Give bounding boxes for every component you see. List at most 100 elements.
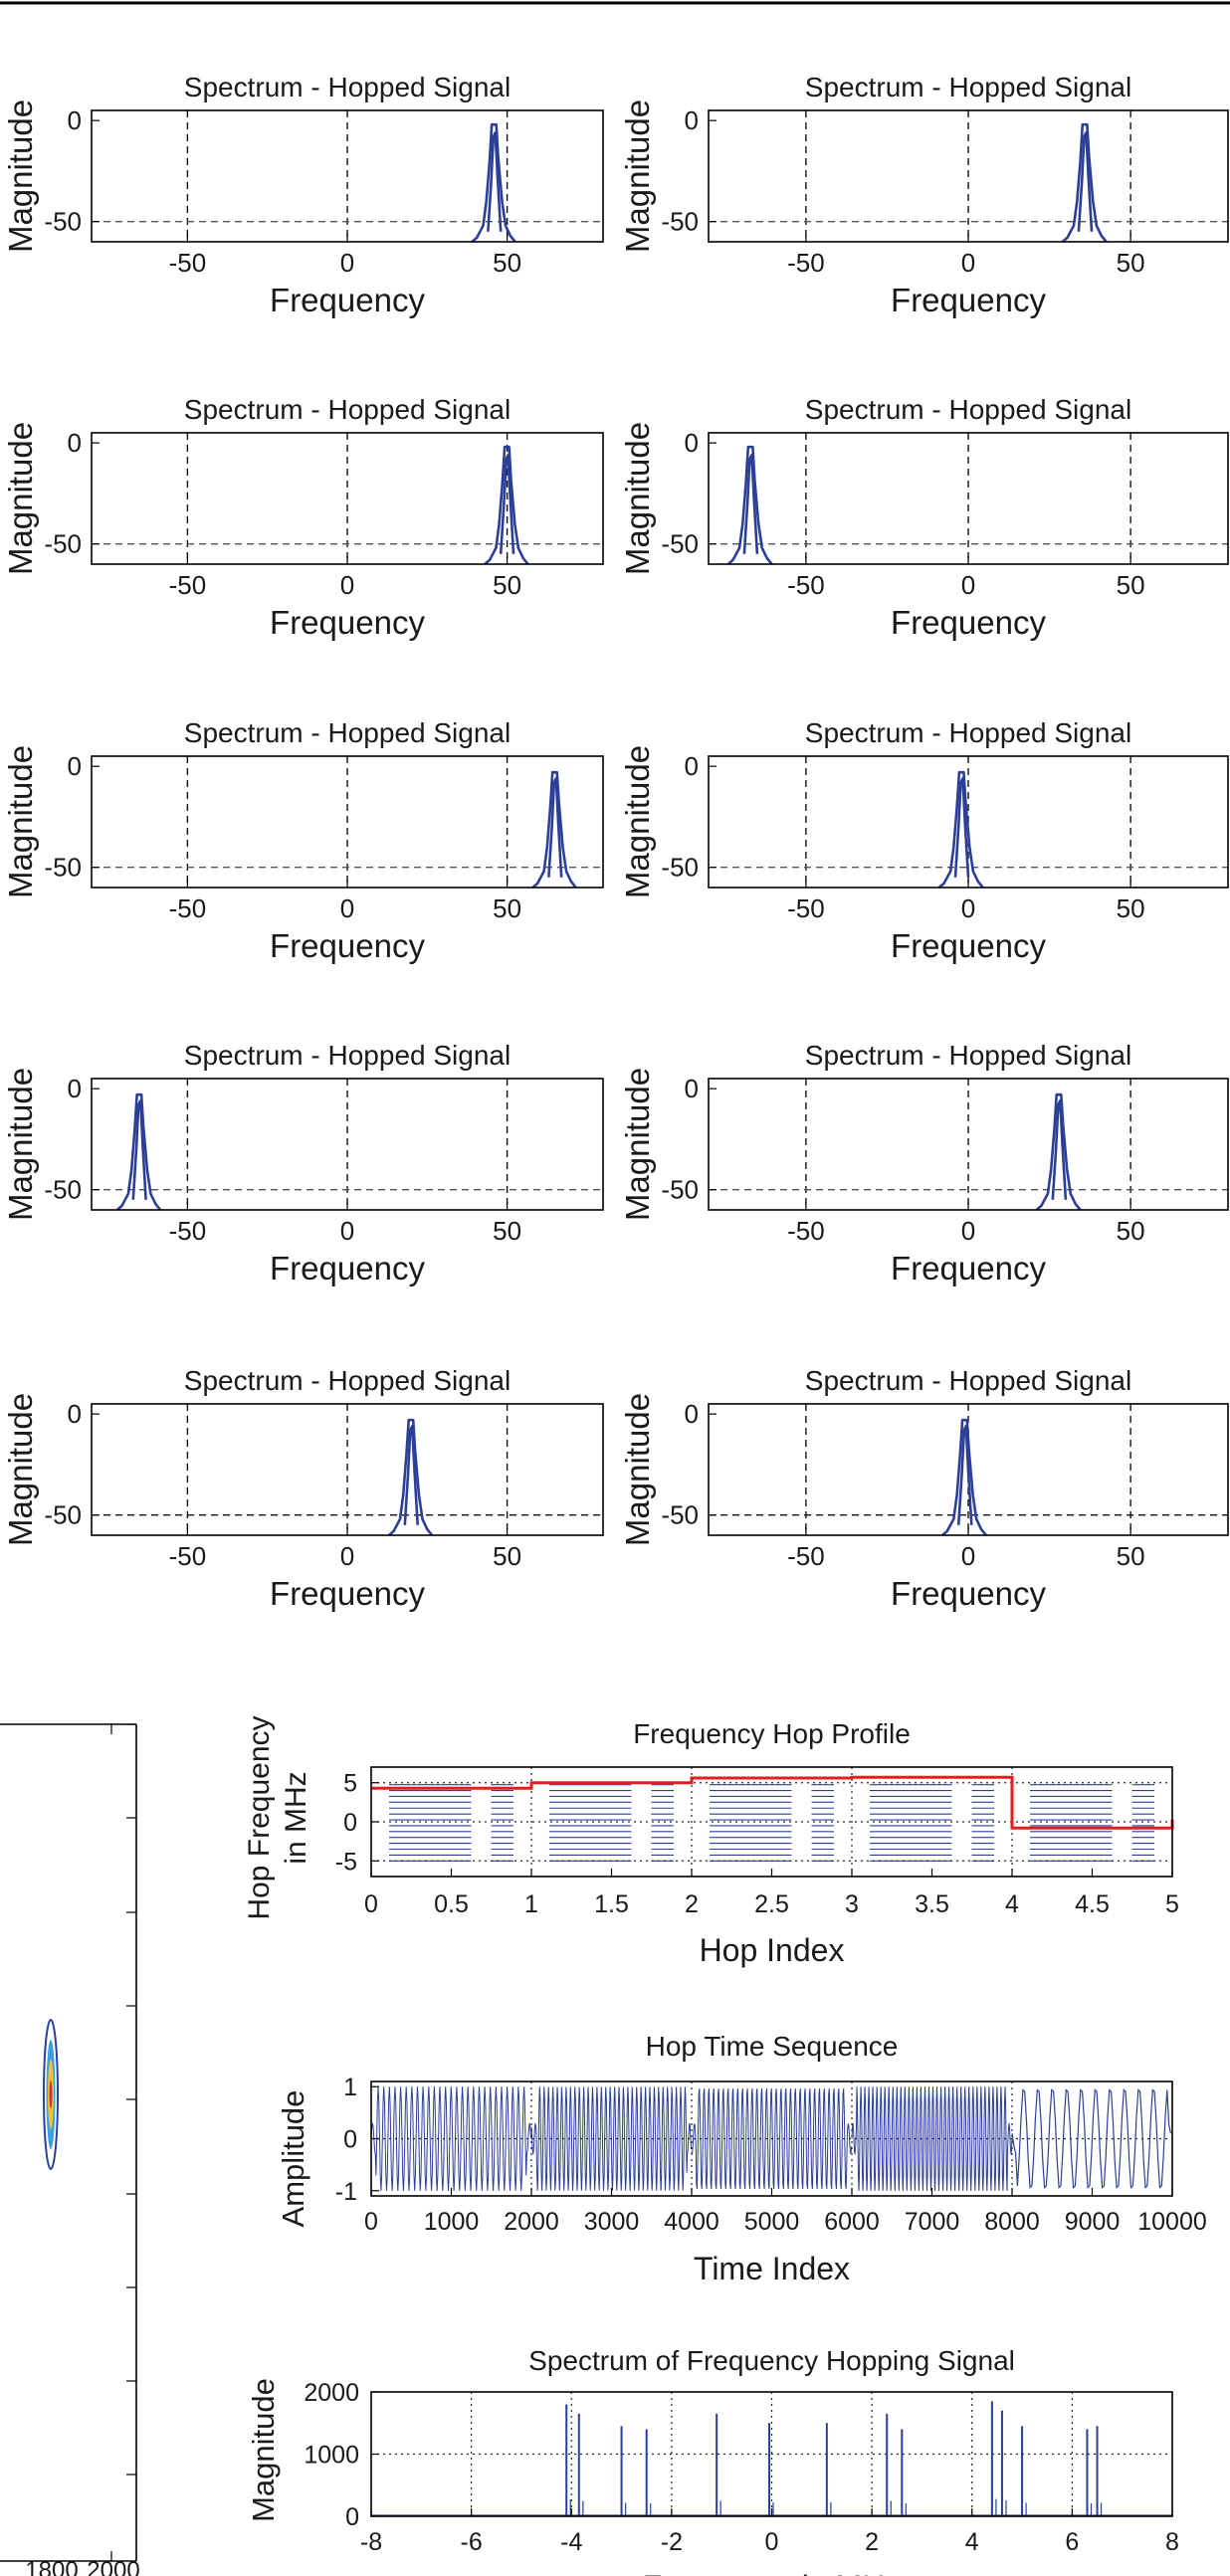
x-tick-label: -50 (787, 570, 825, 600)
y-tick-label: -50 (44, 529, 82, 559)
y-tick-label: 0 (68, 751, 82, 781)
y-axis-label: Magnitude (246, 2378, 281, 2522)
y-tick-label: -50 (44, 1500, 82, 1530)
x-tick-label: 0 (961, 893, 975, 923)
x-axis-label: Frequency (270, 282, 425, 318)
x-axis-label: Hop Index (700, 1932, 845, 1968)
spectrum-series-line (131, 1099, 147, 1200)
chart-title: Frequency Hop Profile (633, 1718, 911, 1749)
x-tick-label: 50 (1117, 893, 1145, 923)
spectrum-series-line (487, 131, 503, 232)
x-tick-label: 3000 (584, 2208, 640, 2236)
x-tick-label: 10000 (1137, 2208, 1207, 2236)
y-axis-label: Magnitude (619, 1393, 656, 1546)
x-tick-label: 1000 (424, 2208, 480, 2236)
spectrum-panel-5: 0 -50 -50 0 50 Spectrum - Hopped Signal Freque… (2, 717, 604, 964)
x-tick-label: 1800 (25, 2557, 78, 2576)
y-tick-label: -50 (44, 1175, 82, 1205)
time-signal-segment (530, 2086, 692, 2191)
contour-core (49, 2081, 53, 2108)
x-tick-label: 1 (524, 1890, 538, 1918)
y-tick-label: 0 (68, 105, 82, 135)
y-tick-label: 0 (68, 428, 82, 458)
chart-title: Hop Time Sequence (646, 2031, 899, 2062)
spectrum-panel-9: 0 -50 -50 0 50 Spectrum - Hopped Signal Freque… (2, 1365, 604, 1612)
chart-title: Spectrum - Hopped Signal (805, 1365, 1131, 1396)
time-signal-segment (691, 2087, 853, 2190)
x-tick-label: 3.5 (915, 1890, 949, 1918)
y-tick-label: 0 (685, 1399, 699, 1429)
y-axis-label: Magnitude (2, 1393, 39, 1546)
hop-time-sequence-plot: 10-10 1000 2000 3000 4000 5000 6000 7000 8000 900… (276, 2031, 1207, 2286)
x-axis-label: Frequency (270, 1575, 425, 1612)
y-tick-label: -50 (44, 853, 82, 883)
x-tick-label: 0 (961, 1541, 975, 1571)
spectrum-series-line (1061, 122, 1108, 243)
x-tick-label: -50 (169, 570, 207, 600)
spectrum-series-line (742, 453, 759, 554)
x-tick-label: 6 (1065, 2528, 1079, 2556)
spectrum-panel-2: 0 -50 -50 0 50 Spectrum - Hopped Signal Freque… (619, 72, 1229, 318)
x-tick-label: -50 (169, 1216, 207, 1246)
y-tick-label: 0 (68, 1399, 82, 1429)
spectrum-series-line (953, 776, 970, 878)
x-tick-label: 50 (1117, 248, 1145, 278)
chart-title: Spectrum - Hopped Signal (184, 72, 511, 102)
time-signal-segment (851, 2086, 1013, 2191)
chart-title: Spectrum - Hopped Signal (184, 1040, 511, 1071)
x-tick-label: 50 (493, 1541, 521, 1571)
x-tick-label: 4000 (664, 2208, 719, 2236)
x-tick-label: 0 (961, 248, 975, 278)
y-tick-label: 0 (343, 2126, 357, 2154)
x-tick-label: 50 (1117, 1541, 1145, 1571)
chart-title: Spectrum - Hopped Signal (805, 717, 1131, 748)
x-tick-label: -4 (560, 2528, 582, 2556)
y-axis-label: Magnitude (2, 745, 39, 898)
x-axis-label: Frequency (891, 604, 1046, 641)
y-tick-label: 0 (685, 428, 699, 458)
x-tick-label: 5 (1165, 1890, 1179, 1918)
x-tick-label: -6 (461, 2528, 483, 2556)
spectrum-series-line (387, 1418, 434, 1536)
x-tick-label: 2 (865, 2528, 879, 2556)
x-tick-label: -8 (360, 2528, 382, 2556)
spectrum-series-line (531, 770, 577, 889)
y-axis-label: in MHz (280, 1771, 312, 1864)
x-tick-label: -50 (169, 893, 207, 923)
x-tick-label: -50 (169, 248, 207, 278)
x-tick-label: 50 (1117, 570, 1145, 600)
x-tick-label: -50 (787, 1541, 825, 1571)
x-tick-label: 0 (340, 570, 354, 600)
y-tick-label: -50 (661, 529, 699, 559)
x-tick-label: 0 (765, 2528, 779, 2556)
y-tick-label: -50 (661, 1500, 699, 1530)
spectrum-series-line (726, 445, 773, 565)
chart-title: Spectrum - Hopped Signal (805, 394, 1131, 425)
y-axis-label: Magnitude (619, 99, 656, 253)
y-tick-label: 5 (343, 1770, 357, 1798)
x-tick-label: 2000 (87, 2557, 139, 2576)
x-tick-label: 2000 (504, 2208, 559, 2236)
x-axis-label: Frequency (891, 927, 1046, 964)
x-axis-label: Time Index (694, 2251, 850, 2286)
y-tick-label: 0 (345, 2503, 359, 2531)
chart-title: Spectrum - Hopped Signal (805, 72, 1131, 102)
spectrum-series-line (115, 1092, 162, 1211)
x-tick-label: 0 (364, 2208, 378, 2236)
chart-title: Spectrum - Hopped Signal (184, 1365, 511, 1396)
spectrum-panel-6: 0 -50 -50 0 50 Spectrum - Hopped Signal Freque… (619, 717, 1229, 964)
x-tick-label: 50 (493, 248, 521, 278)
y-axis-label: Hop Frequency (243, 1715, 276, 1919)
y-tick-label: 0 (343, 1809, 357, 1837)
spectrum-series-line (547, 776, 563, 878)
y-tick-label: -5 (335, 1848, 357, 1876)
x-tick-label: 2 (685, 1890, 699, 1918)
y-axis-label: Amplitude (276, 2090, 310, 2228)
x-tick-label: 0 (364, 1890, 378, 1918)
time-signal-segment (370, 2086, 532, 2191)
chart-title: Spectrum of Frequency Hopping Signal (528, 2345, 1015, 2376)
spectrum-series-line (941, 1418, 987, 1536)
spectrum-series-line (937, 770, 984, 889)
x-tick-label: 8000 (984, 2208, 1040, 2236)
